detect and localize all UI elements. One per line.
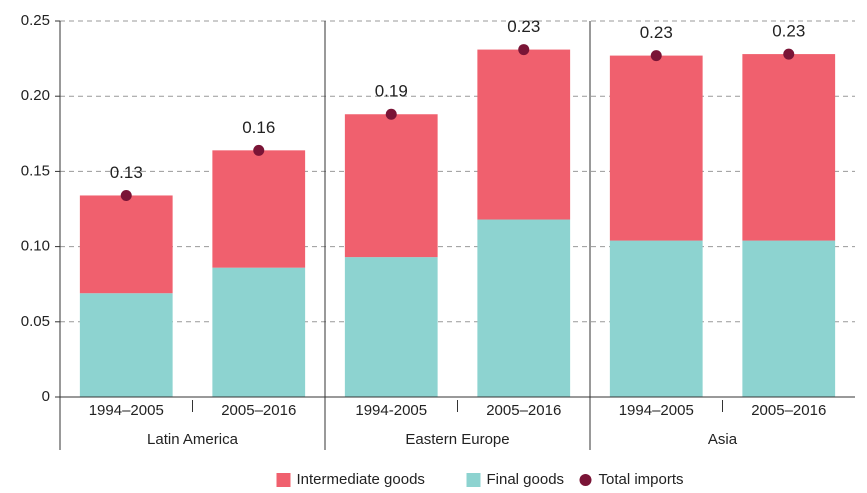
- x-tick-label: 1994–2005: [89, 402, 164, 419]
- bar-segment: [609, 55, 703, 241]
- total-dot: [650, 50, 662, 62]
- legend-swatch: [579, 474, 592, 486]
- y-tick-label: 0.05: [21, 313, 50, 330]
- x-tick-label: 1994–2005: [619, 402, 694, 419]
- y-tick-label: 0.10: [21, 238, 50, 255]
- x-tick-label: 2005–2016: [221, 402, 296, 419]
- total-dot: [783, 48, 795, 60]
- data-label: 0.23: [772, 22, 805, 41]
- x-tick-label: 2005–2016: [486, 402, 561, 419]
- legend-swatch: [276, 473, 291, 487]
- total-dot: [518, 44, 530, 56]
- bar-segment: [79, 195, 173, 294]
- y-tick-label: 0.15: [21, 162, 50, 179]
- group-label: Latin America: [147, 431, 239, 448]
- x-tick-label: 2005–2016: [751, 402, 826, 419]
- bar-segment: [344, 257, 438, 397]
- group-label: Asia: [708, 431, 738, 448]
- data-label: 0.23: [640, 23, 673, 42]
- bar-segment: [477, 49, 571, 220]
- data-label: 0.23: [507, 17, 540, 36]
- data-label: 0.19: [375, 82, 408, 101]
- data-label: 0.16: [242, 118, 275, 137]
- legend-label: Final goods: [487, 471, 565, 488]
- bar-segment: [79, 293, 173, 397]
- bar-segment: [344, 114, 438, 258]
- y-tick-label: 0.25: [21, 12, 50, 29]
- bar-segment: [609, 240, 703, 397]
- group-label: Eastern Europe: [405, 431, 509, 448]
- total-dot: [385, 108, 397, 120]
- legend-label: Intermediate goods: [297, 471, 425, 488]
- total-dot: [120, 189, 132, 201]
- data-label: 0.13: [110, 163, 143, 182]
- bar-segment: [212, 150, 306, 268]
- y-tick-label: 0.20: [21, 87, 50, 104]
- legend-label: Total imports: [599, 471, 684, 488]
- y-tick-label: 0: [42, 388, 50, 405]
- legend-swatch: [466, 473, 481, 487]
- bar-segment: [742, 240, 836, 397]
- bar-segment: [477, 219, 571, 397]
- bar-segment: [742, 54, 836, 241]
- x-tick-label: 1994-2005: [355, 402, 427, 419]
- bar-segment: [212, 267, 306, 397]
- total-dot: [253, 144, 265, 156]
